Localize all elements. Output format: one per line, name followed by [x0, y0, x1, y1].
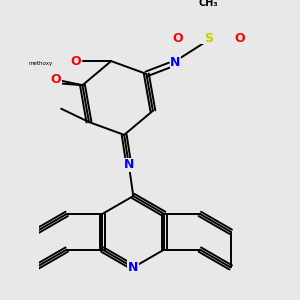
Text: O: O — [235, 32, 245, 45]
Text: O: O — [50, 73, 61, 86]
Text: S: S — [204, 32, 213, 45]
Text: N: N — [128, 261, 139, 274]
Text: O: O — [70, 55, 81, 68]
Text: N: N — [170, 56, 181, 69]
Text: N: N — [124, 158, 134, 171]
Text: methoxy: methoxy — [28, 61, 52, 66]
Text: CH₃: CH₃ — [199, 0, 219, 8]
Text: O: O — [172, 32, 183, 45]
